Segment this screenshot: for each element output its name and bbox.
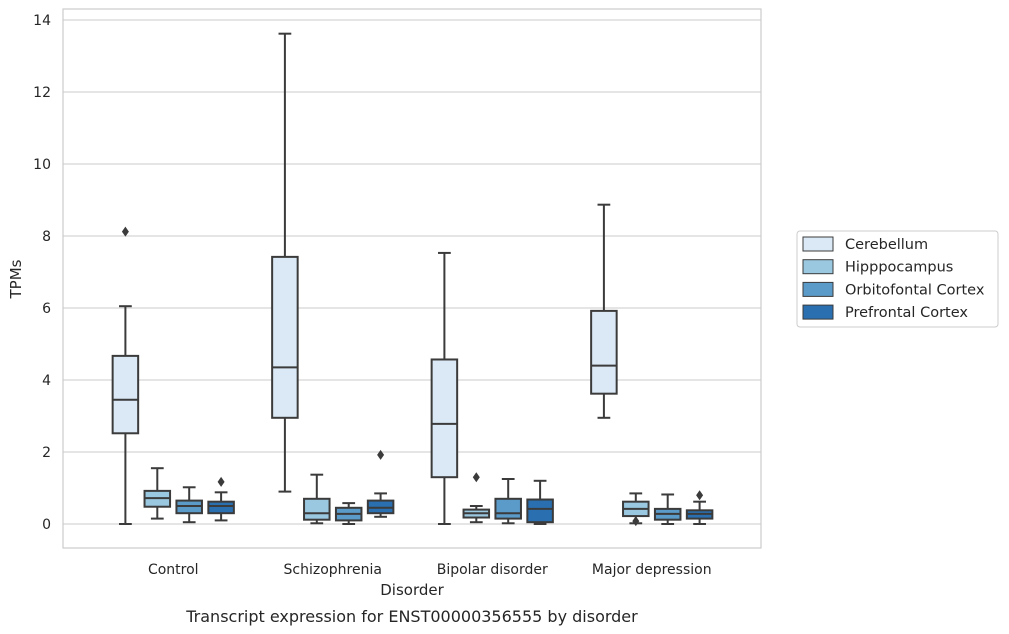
y-tick-label: 6 <box>42 301 51 317</box>
x-tick-label: Bipolar disorder <box>437 562 548 578</box>
x-tick-label: Control <box>148 562 199 578</box>
legend-label: Orbitofontal Cortex <box>845 282 985 298</box>
outlier-marker <box>696 490 704 501</box>
legend-frame <box>796 230 999 328</box>
legend-item: Hipppocampus <box>802 259 953 276</box>
outlier-marker <box>217 476 225 487</box>
outlier-marker <box>472 472 480 483</box>
box <box>143 467 172 520</box>
outlier-marker <box>121 226 129 237</box>
legend-swatch <box>802 236 834 252</box>
iqr-box <box>494 497 522 520</box>
box <box>494 478 522 525</box>
series-hipppocampus <box>143 467 650 527</box>
legend-swatch <box>802 259 834 275</box>
box-series <box>111 32 714 527</box>
legend-label: Hipppocampus <box>845 260 953 276</box>
legend-item: Orbitofontal Cortex <box>802 281 985 298</box>
x-tick-label: Major depression <box>592 562 712 578</box>
outlier-marker <box>632 516 640 527</box>
box <box>430 251 459 525</box>
series-orbitofontal-cortex <box>175 478 682 525</box>
legend-label: Prefrontal Cortex <box>845 305 968 321</box>
iqr-box <box>526 498 554 524</box>
iqr-box <box>207 500 235 515</box>
series-cerebellum <box>111 32 618 525</box>
box <box>175 486 203 524</box>
box <box>303 473 331 525</box>
y-tick-label: 2 <box>42 445 51 461</box>
y-tick-label: 12 <box>33 85 51 101</box>
y-tick-label: 0 <box>42 517 51 533</box>
legend-swatch <box>802 281 834 297</box>
box <box>366 449 395 518</box>
legend: Cerebellum Hipppocampus Orbitofontal Corte… <box>796 230 999 328</box>
iqr-box <box>303 497 331 521</box>
legend-item: Cerebellum <box>802 236 928 253</box>
x-axis-ticks: Control Schizophrenia Bipolar disorder Majo… <box>148 562 712 578</box>
y-axis-label: TPMs <box>7 259 25 299</box>
iqr-box <box>271 255 299 419</box>
box <box>622 492 650 527</box>
series-prefrontal-cortex <box>207 449 714 525</box>
x-tick-label: Schizophrenia <box>284 562 382 578</box>
plot-frame <box>62 8 762 549</box>
legend-label: Cerebellum <box>845 237 928 253</box>
chart-caption: Transcript expression for ENST0000035655… <box>185 607 638 626</box>
box <box>334 502 363 525</box>
y-axis-ticks: 0 2 4 6 8 10 12 14 <box>33 13 51 533</box>
y-tick-label: 10 <box>33 157 51 173</box>
box <box>590 203 618 419</box>
y-tick-label: 14 <box>33 13 51 29</box>
y-tick-label: 8 <box>42 229 51 245</box>
legend-item: Prefrontal Cortex <box>802 304 968 321</box>
box <box>653 493 682 525</box>
y-tick-label: 4 <box>42 373 51 389</box>
grid-lines <box>63 19 761 525</box>
box <box>271 32 299 493</box>
box <box>207 476 235 522</box>
iqr-box <box>430 358 459 479</box>
iqr-box <box>590 309 618 395</box>
outlier-marker <box>377 449 385 460</box>
x-axis-label: Disorder <box>380 581 444 599</box>
box <box>111 226 140 525</box>
iqr-box <box>111 354 140 435</box>
box <box>526 479 554 525</box>
box <box>685 490 714 525</box>
box <box>462 472 491 524</box>
legend-swatch <box>802 304 834 320</box>
